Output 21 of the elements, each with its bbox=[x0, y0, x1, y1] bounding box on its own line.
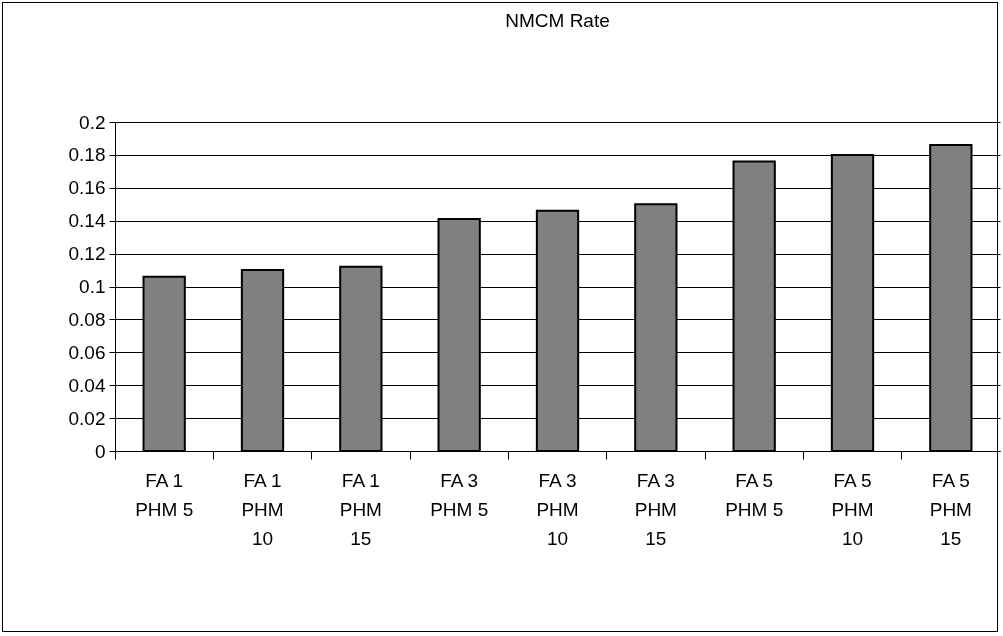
y-tick-label: 0 bbox=[94, 440, 106, 462]
x-tick-label: FA 5 PHM 15 bbox=[929, 469, 972, 549]
x-tick-label: FA 3 PHM 5 bbox=[430, 469, 489, 520]
x-tick-label: FA 3 PHM 10 bbox=[536, 469, 579, 549]
y-tick-label: 0.18 bbox=[68, 144, 106, 166]
y-tick-label: 0.08 bbox=[68, 308, 106, 330]
x-tick-label: FA 5 PHM 10 bbox=[831, 469, 874, 549]
y-tick-label: 0.1 bbox=[79, 276, 106, 297]
y-tick-label: 0.12 bbox=[68, 243, 106, 265]
x-tick-label: FA 5 PHM 5 bbox=[725, 469, 784, 520]
x-tick-label: FA 1 PHM 10 bbox=[241, 469, 284, 549]
y-tick-label: 0.04 bbox=[68, 374, 106, 396]
x-tick-label: FA 3 PHM 15 bbox=[634, 469, 677, 549]
x-tick-label: FA 1 PHM 5 bbox=[135, 469, 194, 520]
y-tick-label: 0.2 bbox=[79, 111, 106, 133]
y-tick-label: 0.16 bbox=[68, 177, 106, 199]
y-tick-label: 0.02 bbox=[68, 407, 106, 429]
y-tick-label: 0.06 bbox=[68, 341, 106, 363]
y-tick-label: 0.14 bbox=[68, 210, 106, 232]
chart-title: NMCM Rate bbox=[505, 10, 610, 31]
x-tick-label: FA 1 PHM 15 bbox=[339, 469, 382, 549]
